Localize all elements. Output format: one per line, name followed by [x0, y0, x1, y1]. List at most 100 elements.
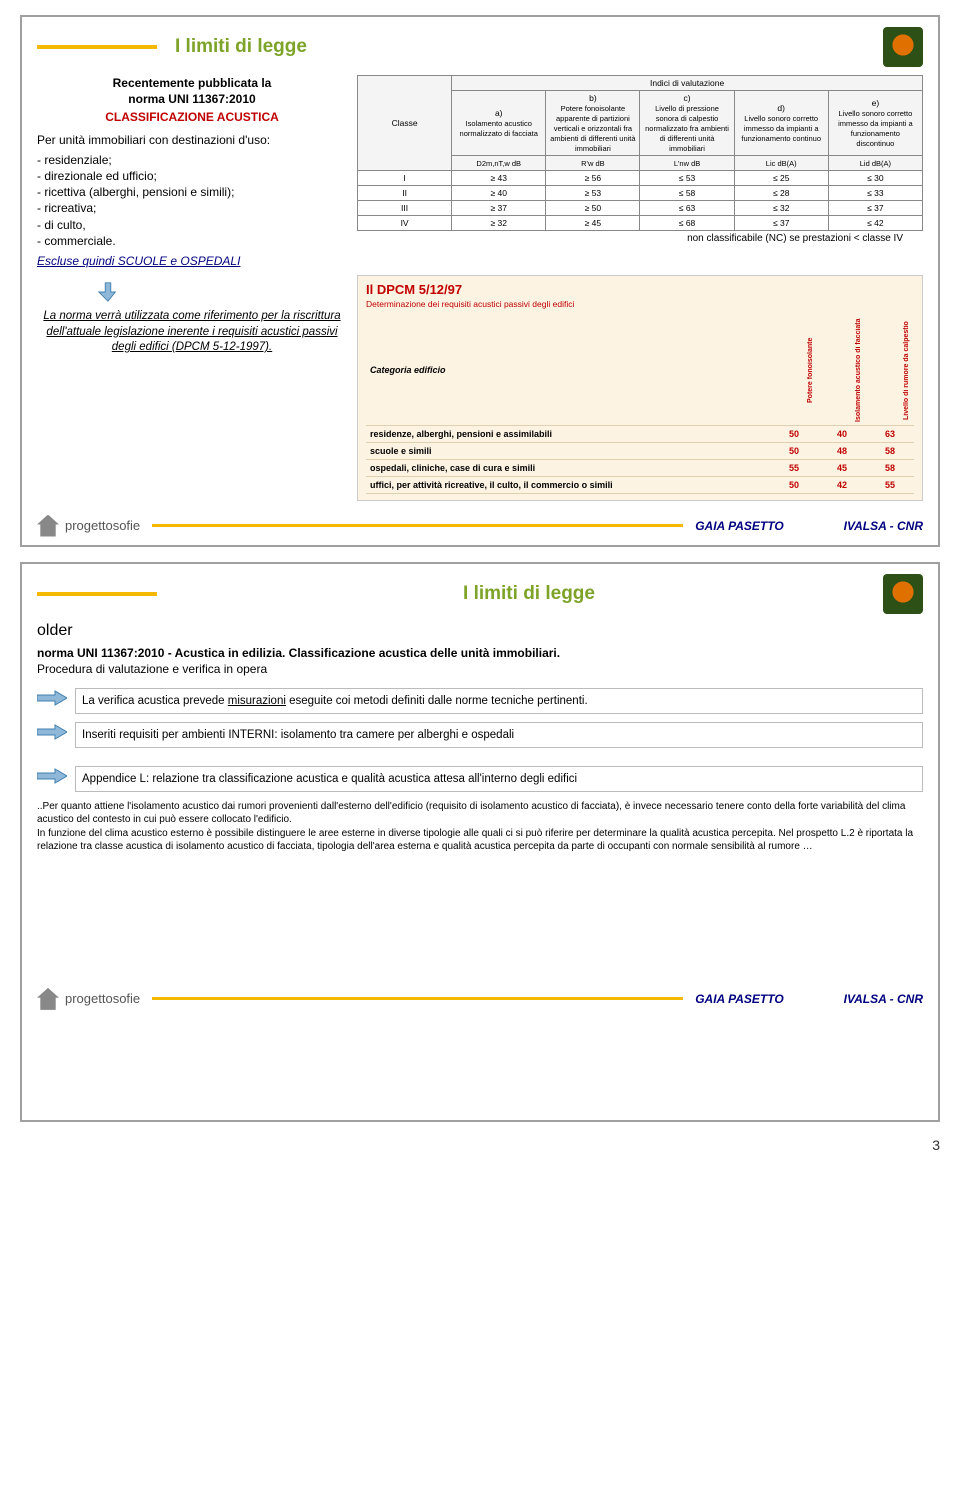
- house-icon: [37, 988, 59, 1010]
- footer-author: GAIA PASETTO: [695, 992, 783, 1006]
- arrow-right-icon: [37, 768, 67, 789]
- cell-value: 50: [770, 425, 818, 442]
- nc-label: non classificabile (NC) se prestazioni <…: [357, 233, 923, 244]
- dpcm-head: Livello di rumore da calpestio: [866, 315, 914, 425]
- cell-value: ≤ 25: [734, 171, 828, 186]
- cell-value: 45: [818, 459, 866, 476]
- table-row: uffici, per attività ricreative, il cult…: [366, 476, 914, 493]
- cell-value: 50: [770, 476, 818, 493]
- cell-value: 55: [866, 476, 914, 493]
- sub-text: Procedura di valutazione e verifica in o…: [37, 662, 923, 676]
- cell-classe: III: [358, 201, 452, 216]
- cell-category: uffici, per attività ricreative, il cult…: [366, 476, 770, 493]
- cell-value: ≥ 40: [452, 186, 546, 201]
- cell-value: ≤ 53: [640, 171, 734, 186]
- title-underline: [37, 45, 157, 49]
- cell-value: ≤ 32: [734, 201, 828, 216]
- cell-classe: IV: [358, 216, 452, 231]
- footer-author: GAIA PASETTO: [695, 519, 783, 533]
- left-column: Recentemente pubblicata la norma UNI 113…: [37, 75, 347, 269]
- page-number: 3: [0, 1137, 940, 1153]
- uso-item: - ricettiva (alberghi, pensioni e simili…: [37, 184, 347, 200]
- table-row: II≥ 40≥ 53≤ 58≤ 28≤ 33: [358, 186, 923, 201]
- recent-line1: Recentemente pubblicata la: [37, 75, 347, 91]
- cell-value: ≤ 68: [640, 216, 734, 231]
- point-item: Appendice L: relazione tra classificazio…: [37, 766, 923, 792]
- dpcm-subtitle: Determinazione dei requisiti acustici pa…: [366, 299, 914, 309]
- th-unit: Lic dB(A): [734, 156, 828, 171]
- title-row: I limiti di legge: [37, 574, 923, 614]
- th-col: e)Livello sonoro corretto immesso da imp…: [828, 91, 922, 156]
- point-text: Inseriti requisiti per ambienti INTERNI:…: [75, 722, 923, 748]
- point-text: Appendice L: relazione tra classificazio…: [75, 766, 923, 792]
- uso-item: - direzionale ed ufficio;: [37, 168, 347, 184]
- point-item: La verifica acustica prevede misurazioni…: [37, 688, 923, 714]
- table-row: IV≥ 32≥ 45≤ 68≤ 37≤ 42: [358, 216, 923, 231]
- uso-item: - commerciale.: [37, 233, 347, 249]
- cell-category: residenze, alberghi, pensioni e assimila…: [366, 425, 770, 442]
- escluse-text: Escluse quindi SCUOLE e OSPEDALI: [37, 253, 347, 269]
- cell-value: ≤ 37: [828, 201, 922, 216]
- dpcm-cat-label: Categoria edificio: [366, 315, 770, 425]
- dpcm-head: Potere fonoisolante: [770, 315, 818, 425]
- cell-value: ≥ 37: [452, 201, 546, 216]
- logo-icon: [883, 574, 923, 614]
- cell-value: 63: [866, 425, 914, 442]
- th-classe: Classe: [358, 76, 452, 171]
- slide-title: I limiti di legge: [175, 583, 883, 605]
- arrow-down-icon: [97, 281, 119, 303]
- th-unit: L'nw dB: [640, 156, 734, 171]
- cell-value: 48: [818, 442, 866, 459]
- cell-value: 55: [770, 459, 818, 476]
- dpcm-table: Categoria edificio Potere fonoisolante I…: [366, 315, 914, 493]
- valutazione-table: Classe Indici di valutazione a)Isolament…: [357, 75, 923, 231]
- cell-category: scuole e simili: [366, 442, 770, 459]
- cell-value: ≥ 32: [452, 216, 546, 231]
- right-column: Classe Indici di valutazione a)Isolament…: [357, 75, 923, 269]
- dpcm-title: Il DPCM 5/12/97: [366, 282, 914, 297]
- cell-value: ≤ 37: [734, 216, 828, 231]
- dpcm-box: Il DPCM 5/12/97 Determinazione dei requi…: [357, 275, 923, 500]
- th-col: b)Potere fonoisolante apparente di parti…: [546, 91, 640, 156]
- slide-2: I limiti di legge older norma UNI 11367:…: [20, 562, 940, 1122]
- title-row: I limiti di legge: [37, 27, 923, 67]
- title-underline: [37, 592, 157, 596]
- footer-org: IVALSA - CNR: [844, 992, 923, 1006]
- logo-icon: [883, 27, 923, 67]
- cell-classe: I: [358, 171, 452, 186]
- table-row: residenze, alberghi, pensioni e assimila…: [366, 425, 914, 442]
- th-col: c)Livello di pressione sonora di calpest…: [640, 91, 734, 156]
- th-unit: D2m,nT,w dB: [452, 156, 546, 171]
- uso-list: - residenziale; - direzionale ed ufficio…: [37, 152, 347, 249]
- footer-org: IVALSA - CNR: [844, 519, 923, 533]
- cell-value: 58: [866, 459, 914, 476]
- cell-value: ≤ 42: [828, 216, 922, 231]
- cell-value: 50: [770, 442, 818, 459]
- cell-value: ≥ 53: [546, 186, 640, 201]
- cell-value: ≤ 58: [640, 186, 734, 201]
- cell-value: 42: [818, 476, 866, 493]
- cell-category: ospedali, cliniche, case di cura e simil…: [366, 459, 770, 476]
- intro-text: norma UNI 11367:2010 - Acustica in edili…: [37, 646, 923, 660]
- point-text: La verifica acustica prevede misurazioni…: [75, 688, 923, 714]
- uso-item: - residenziale;: [37, 152, 347, 168]
- cell-value: ≥ 56: [546, 171, 640, 186]
- cell-value: 58: [866, 442, 914, 459]
- th-col: a)Isolamento acustico normalizzato di fa…: [452, 91, 546, 156]
- project-name: progettosofie: [65, 991, 140, 1006]
- point-item: Inseriti requisiti per ambienti INTERNI:…: [37, 722, 923, 748]
- table-row: ospedali, cliniche, case di cura e simil…: [366, 459, 914, 476]
- house-icon: [37, 515, 59, 537]
- cell-value: 40: [818, 425, 866, 442]
- uso-item: - ricreativa;: [37, 200, 347, 216]
- slide-title: I limiti di legge: [175, 36, 883, 58]
- cell-value: ≤ 30: [828, 171, 922, 186]
- norma-usage-text: La norma verrà utilizzata come riferimen…: [37, 309, 347, 356]
- recent-line2: norma UNI 11367:2010: [37, 91, 347, 107]
- arrow-right-icon: [37, 690, 67, 711]
- table-row: I≥ 43≥ 56≤ 53≤ 25≤ 30: [358, 171, 923, 186]
- dpcm-head: Isolamento acustico di facciata: [818, 315, 866, 425]
- fine-print: ..Per quanto attiene l'isolamento acusti…: [37, 800, 923, 854]
- cell-value: ≤ 63: [640, 201, 734, 216]
- table-row: III≥ 37≥ 50≤ 63≤ 32≤ 37: [358, 201, 923, 216]
